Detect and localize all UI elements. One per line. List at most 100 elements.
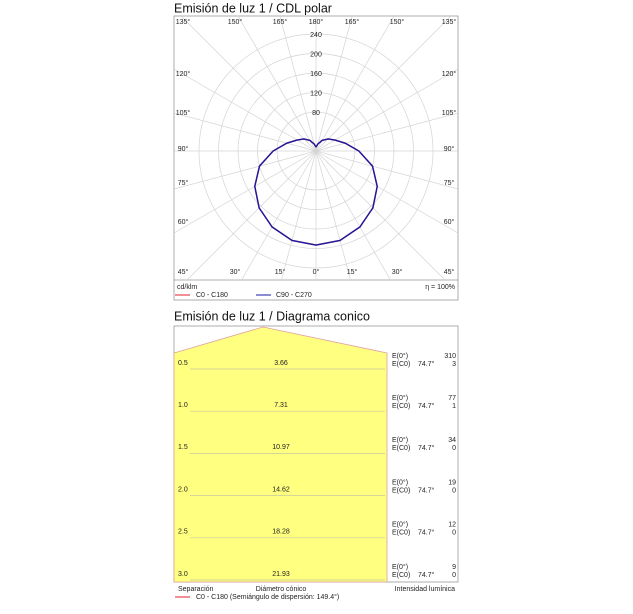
- angle: 74.7°: [418, 571, 435, 579]
- e0-label: E(0°): [392, 352, 408, 360]
- separation: 3.0: [178, 571, 188, 578]
- radial-line: [315, 150, 351, 280]
- radial-line: [279, 16, 317, 152]
- diameter: 7.31: [274, 402, 288, 409]
- angle: 74.7°: [418, 529, 435, 537]
- grid-circle: [218, 53, 414, 249]
- radial-line: [174, 150, 317, 234]
- radial-line: [315, 150, 458, 190]
- ec0-value: 3: [452, 361, 456, 368]
- e0-value: 77: [448, 395, 456, 402]
- angle-label: 150°: [390, 18, 405, 26]
- grid-circle: [237, 72, 395, 230]
- angle-label: 60°: [178, 218, 189, 226]
- radial-line: [237, 16, 317, 152]
- radial-line: [281, 150, 317, 280]
- angle-label: 60°: [444, 218, 455, 226]
- grid-circle: [276, 111, 356, 191]
- angle-label: 135°: [442, 18, 457, 26]
- polar-curve: [254, 138, 317, 246]
- ec0-label: E(C0): [392, 487, 410, 494]
- col-label: Diámetro cónico: [256, 586, 307, 593]
- col-label: Separación: [178, 586, 214, 593]
- r-tick-label: 200: [310, 51, 322, 58]
- angle: 74.7°: [418, 402, 435, 410]
- ec0-label: E(C0): [392, 445, 410, 452]
- radial-line: [315, 16, 353, 152]
- polar-curve: [254, 138, 317, 246]
- r-tick-label: 240: [310, 32, 322, 39]
- r-tick-label: 80: [312, 110, 320, 117]
- angle-label: 15°: [347, 268, 358, 276]
- diameter: 21.93: [272, 571, 290, 578]
- angle-label: 30°: [230, 268, 241, 276]
- grid-circle: [257, 92, 375, 210]
- grid-circle: [198, 33, 434, 269]
- radial-line: [174, 68, 317, 152]
- angle-label: 75°: [178, 179, 189, 187]
- diameter: 10.97: [272, 444, 290, 451]
- radial-line: [174, 150, 317, 190]
- radial-line: [180, 16, 317, 152]
- angle-label: 180°: [309, 18, 324, 26]
- legend-label: C90 - C270: [276, 292, 312, 299]
- polar-curve: [315, 138, 378, 246]
- e0-label: E(0°): [392, 436, 408, 444]
- radial-line: [315, 16, 395, 152]
- angle-label: 105°: [176, 109, 191, 117]
- angle: 74.7°: [418, 486, 435, 494]
- angle-label: 165°: [345, 18, 360, 26]
- unit: cd/klm: [177, 284, 197, 291]
- radial-line: [315, 150, 458, 234]
- angle-label: 45°: [178, 268, 189, 276]
- e0-label: E(0°): [392, 394, 408, 402]
- angle-label: 135°: [176, 18, 191, 26]
- e0-value: 310: [444, 353, 456, 360]
- cone-title: Emisión de luz 1 / Diagrama conico: [174, 309, 370, 323]
- angle: 74.7°: [418, 360, 435, 368]
- angle-label: 45°: [444, 268, 455, 276]
- e0-value: 12: [448, 522, 456, 529]
- radial-line: [315, 150, 391, 280]
- radial-line: [174, 112, 317, 152]
- angle-label: 105°: [442, 109, 457, 117]
- col-label: Intensidad lumínica: [395, 586, 455, 593]
- polar-labels: 80 120 160 200 240 135° 150° 165° 180° 165° 150° 13…: [176, 18, 457, 276]
- radial-line: [241, 150, 317, 280]
- efficiency: η = 100%: [425, 284, 455, 291]
- radial-line: [186, 150, 317, 280]
- radial-line: [315, 150, 446, 280]
- polar-title: Emisión de luz 1 / CDL polar: [174, 1, 332, 15]
- diameter: 3.66: [274, 360, 288, 367]
- e0-value: 34: [448, 437, 456, 444]
- e0-label: E(0°): [392, 563, 408, 571]
- ec0-label: E(C0): [392, 403, 410, 410]
- cone-shape: [173, 326, 388, 583]
- separation: 2.5: [178, 529, 188, 536]
- legend-label: C0 - C180 (Semiángulo de dispersión: 149…: [196, 593, 339, 601]
- e0-label: E(0°): [392, 521, 408, 529]
- e0-label: E(0°): [392, 478, 408, 486]
- radial-line: [315, 112, 458, 152]
- angle-label: 90°: [178, 145, 189, 153]
- ec0-value: 0: [452, 445, 456, 452]
- separation: 2.0: [178, 486, 188, 493]
- separation: 1.0: [178, 402, 188, 409]
- ec0-value: 0: [452, 572, 456, 579]
- r-tick-label: 160: [310, 71, 322, 78]
- angle-label: 150°: [228, 18, 243, 26]
- angle-label: 120°: [442, 70, 457, 78]
- r-tick-label: 120: [310, 90, 322, 97]
- ec0-value: 0: [452, 530, 456, 537]
- angle-label: 90°: [444, 145, 455, 153]
- ec0-value: 0: [452, 487, 456, 494]
- angle-label: 30°: [392, 268, 403, 276]
- angle-label: 75°: [444, 179, 455, 187]
- ec0-label: E(C0): [392, 572, 410, 579]
- angle-label: 165°: [273, 18, 288, 26]
- angle: 74.7°: [418, 444, 435, 452]
- angle-label: 15°: [275, 268, 286, 276]
